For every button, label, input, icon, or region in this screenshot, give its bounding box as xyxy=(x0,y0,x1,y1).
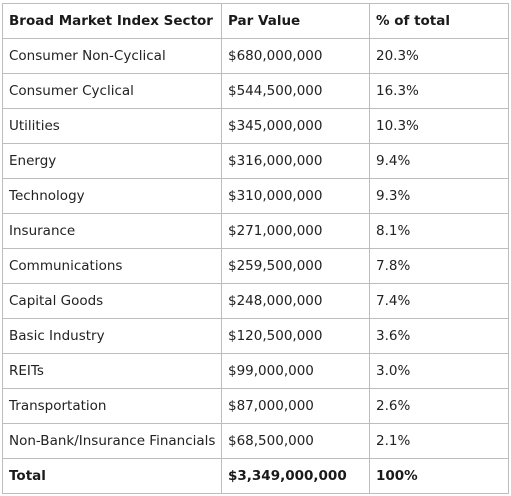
par-value-cell: $259,500,000 xyxy=(221,248,370,284)
percent-cell: 2.1% xyxy=(369,423,509,459)
par-value-cell: $120,500,000 xyxy=(221,318,370,354)
percent-cell: 3.0% xyxy=(369,353,509,389)
par-value-cell: $680,000,000 xyxy=(221,38,370,74)
par-value-cell: $310,000,000 xyxy=(221,178,370,214)
percent-cell: 8.1% xyxy=(369,213,509,249)
percent-cell: 10.3% xyxy=(369,108,509,144)
par-value-cell: $87,000,000 xyxy=(221,388,370,424)
percent-cell: 20.3% xyxy=(369,38,509,74)
par-value-cell: $345,000,000 xyxy=(221,108,370,144)
table-row: Technology $310,000,000 9.3% xyxy=(2,178,509,214)
table-row: Consumer Non-Cyclical $680,000,000 20.3% xyxy=(2,38,509,74)
percent-cell: 9.4% xyxy=(369,143,509,179)
table-row: Capital Goods $248,000,000 7.4% xyxy=(2,283,509,319)
percent-cell: 3.6% xyxy=(369,318,509,354)
sector-cell: Consumer Cyclical xyxy=(2,73,222,109)
par-value-cell: $544,500,000 xyxy=(221,73,370,109)
header-sector: Broad Market Index Sector xyxy=(2,3,222,39)
table-row: Consumer Cyclical $544,500,000 16.3% xyxy=(2,73,509,109)
sector-cell: Energy xyxy=(2,143,222,179)
total-row: Total $3,349,000,000 100% xyxy=(2,458,509,494)
par-value-cell: $316,000,000 xyxy=(221,143,370,179)
sector-cell: Insurance xyxy=(2,213,222,249)
table-row: REITs $99,000,000 3.0% xyxy=(2,353,509,389)
header-percent-of-total: % of total xyxy=(369,3,509,39)
percent-cell: 16.3% xyxy=(369,73,509,109)
table-row: Basic Industry $120,500,000 3.6% xyxy=(2,318,509,354)
sector-cell: Non-Bank/Insurance Financials xyxy=(2,423,222,459)
total-label: Total xyxy=(2,458,222,494)
sector-cell: Capital Goods xyxy=(2,283,222,319)
percent-cell: 2.6% xyxy=(369,388,509,424)
sector-cell: REITs xyxy=(2,353,222,389)
table-row: Energy $316,000,000 9.4% xyxy=(2,143,509,179)
sector-cell: Technology xyxy=(2,178,222,214)
table-row: Transportation $87,000,000 2.6% xyxy=(2,388,509,424)
percent-cell: 7.8% xyxy=(369,248,509,284)
percent-cell: 7.4% xyxy=(369,283,509,319)
sector-cell: Utilities xyxy=(2,108,222,144)
sector-cell: Consumer Non-Cyclical xyxy=(2,38,222,74)
par-value-cell: $99,000,000 xyxy=(221,353,370,389)
sector-table: Broad Market Index Sector Par Value % of… xyxy=(2,3,509,494)
total-par-value: $3,349,000,000 xyxy=(221,458,370,494)
par-value-cell: $271,000,000 xyxy=(221,213,370,249)
table-row: Insurance $271,000,000 8.1% xyxy=(2,213,509,249)
sector-cell: Transportation xyxy=(2,388,222,424)
header-row: Broad Market Index Sector Par Value % of… xyxy=(2,3,509,39)
header-par-value: Par Value xyxy=(221,3,370,39)
total-percent: 100% xyxy=(369,458,509,494)
sector-cell: Communications xyxy=(2,248,222,284)
table-row: Utilities $345,000,000 10.3% xyxy=(2,108,509,144)
table-row: Communications $259,500,000 7.8% xyxy=(2,248,509,284)
percent-cell: 9.3% xyxy=(369,178,509,214)
table-row: Non-Bank/Insurance Financials $68,500,00… xyxy=(2,423,509,459)
par-value-cell: $248,000,000 xyxy=(221,283,370,319)
sector-cell: Basic Industry xyxy=(2,318,222,354)
par-value-cell: $68,500,000 xyxy=(221,423,370,459)
